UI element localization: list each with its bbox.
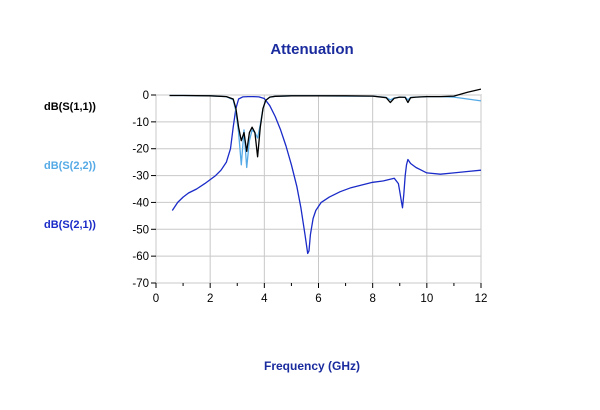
x-tick-label: 4 xyxy=(261,293,268,305)
series-line-2 xyxy=(169,94,481,169)
legend-entry-1: dB(S(1,1)) xyxy=(44,101,96,113)
y-tick-label: -10 xyxy=(132,117,149,129)
series-line-3 xyxy=(171,95,481,255)
x-axis-label: Frequency (GHz) xyxy=(264,359,360,373)
x-tick-label: 6 xyxy=(315,293,321,305)
chart-title: Attenuation xyxy=(270,41,353,58)
y-tick-label: -50 xyxy=(132,224,149,236)
x-tick-label: 8 xyxy=(369,293,375,305)
y-tick-label: -30 xyxy=(132,171,149,183)
y-tick-label: 0 xyxy=(143,90,149,102)
y-tick-label: -40 xyxy=(132,197,149,209)
y-tick-label: -70 xyxy=(132,278,149,290)
legend-entry-3: dB(S(2,1)) xyxy=(44,219,96,231)
x-tick-label: 2 xyxy=(207,293,213,305)
legend-entry-2: dB(S(2,2)) xyxy=(44,160,96,172)
series-line-1 xyxy=(169,88,481,158)
legend: dB(S(1,1)) dB(S(2,2)) dB(S(2,1)) xyxy=(44,101,96,231)
grid xyxy=(155,94,482,284)
series-layer xyxy=(169,88,481,255)
x-tick-label: 12 xyxy=(475,293,488,305)
x-tick-label: 10 xyxy=(420,293,433,305)
x-tick-label: 0 xyxy=(153,293,159,305)
axis-ticks: 0 2 4 6 8 10 12 0 -10 -20 -30 -40 -50 -60 -70 xyxy=(132,90,487,305)
y-tick-label: -60 xyxy=(132,251,149,263)
y-tick-label: -20 xyxy=(132,144,149,156)
